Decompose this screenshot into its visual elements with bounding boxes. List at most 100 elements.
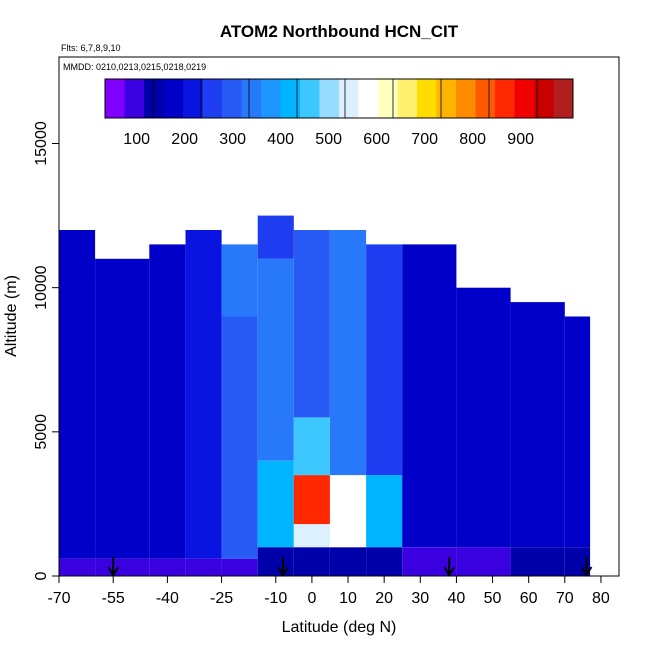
profile-markers — [107, 557, 593, 577]
profile-marker-arrow — [580, 557, 593, 577]
x-tick-label: 80 — [592, 590, 610, 607]
colorbar-swatch — [436, 79, 457, 118]
heatmap-cell-4-1 — [221, 316, 258, 559]
colorbar-swatch — [495, 79, 515, 118]
y-axis: 0 5000 10000 15000 — [33, 57, 60, 580]
x-tick-label: 40 — [448, 590, 466, 607]
x-tick-label: -10 — [264, 590, 287, 607]
colorbar-tick-label: 600 — [363, 131, 390, 148]
x-tick-label: 20 — [375, 590, 393, 607]
colorbar-swatch — [105, 79, 125, 118]
heatmap-cell-7-2 — [330, 403, 367, 476]
colorbar-swatch — [222, 79, 242, 118]
colorbar-swatch — [280, 79, 301, 118]
colorbar-frame — [104, 78, 574, 119]
profile-marker-arrow — [443, 557, 456, 577]
flights-label: Flts: 6,7,8,9,10 — [61, 43, 121, 53]
colorbar-swatch — [534, 79, 554, 118]
heatmap-cell-11-0 — [510, 547, 565, 576]
heatmap-cell-2-0 — [149, 558, 186, 576]
heatmap-cell-7-0 — [330, 547, 367, 576]
x-tick-label: -25 — [210, 590, 233, 607]
colorbar-swatch — [553, 79, 574, 118]
heatmap-cell-5-1 — [257, 460, 294, 548]
x-tick-label: 70 — [556, 590, 574, 607]
colorbar-tick-label: 200 — [171, 131, 198, 148]
heatmap-cell-8-2 — [366, 244, 403, 476]
colorbar-swatch — [241, 79, 262, 118]
profile-marker-arrow — [277, 557, 289, 577]
heatmap-cell-4-0 — [221, 558, 258, 576]
heatmap-cell-7-1 — [330, 475, 367, 548]
x-tick-label: -40 — [156, 590, 179, 607]
colorbar-tick-label: 300 — [219, 131, 246, 148]
x-tick-label: -70 — [47, 590, 70, 607]
x-axis-label: Latitude (deg N) — [282, 619, 397, 636]
colorbar-tick-label: 900 — [507, 131, 534, 148]
heatmap-cell-11-1 — [510, 302, 565, 548]
colorbar-swatch — [417, 79, 437, 118]
colorbar-swatch — [397, 79, 418, 118]
x-tick-label: 0 — [307, 590, 316, 607]
heatmap-cell-7-3 — [330, 230, 367, 403]
heatmap-cell-5-3 — [257, 215, 294, 259]
colorbar-swatch — [456, 79, 476, 118]
colorbar-swatch — [339, 79, 359, 118]
heatmap-cell-6-2 — [293, 475, 330, 525]
chart-title: ATOM2 Northbound HCN_CIT — [220, 22, 459, 41]
colorbar-swatch — [475, 79, 496, 118]
colorbar-tick-label: 400 — [267, 131, 294, 148]
heatmap-cell-2-1 — [149, 244, 186, 559]
heatmap-cell-5-0 — [257, 547, 294, 576]
colorbar-swatch — [319, 79, 340, 118]
colorbar-swatch — [163, 79, 184, 118]
profile-marker-arrow — [107, 557, 120, 577]
colorbar-swatch — [300, 79, 320, 118]
colorbar-swatch — [202, 79, 223, 118]
x-tick-label: 60 — [520, 590, 538, 607]
y-tick-label: 5000 — [33, 414, 50, 450]
heatmap-cell-0-0 — [59, 558, 96, 576]
colorbar-tick-label: 500 — [315, 131, 342, 148]
colorbar: 100 200 300 400 500 600 700 800 900 — [104, 78, 574, 148]
heatmap-cells — [59, 215, 591, 576]
colorbar-swatch — [378, 79, 398, 118]
x-axis: -70 -55 -40 -25 -10 0 10 20 30 40 50 60 70 80 — [47, 575, 619, 607]
y-tick-label: 0 — [33, 571, 50, 580]
heatmap-cell-0-1 — [59, 230, 96, 559]
heatmap-cell-3-1 — [185, 230, 222, 559]
colorbar-tick-label: 700 — [411, 131, 438, 148]
dates-label: MMDD: 0210,0213,0215,0218,0219 — [63, 62, 206, 72]
colorbar-tick-label: 100 — [123, 131, 150, 148]
heatmap-cell-3-0 — [185, 558, 222, 576]
heatmap-cell-4-2 — [221, 244, 258, 317]
heatmap-cell-6-3 — [293, 417, 330, 476]
heatmap-cell-8-1 — [366, 475, 403, 548]
x-tick-label: 10 — [339, 590, 357, 607]
x-tick-label: -55 — [102, 590, 125, 607]
y-tick-label: 15000 — [33, 121, 50, 166]
heatmap-cell-8-0 — [366, 547, 403, 576]
y-tick-label: 10000 — [33, 265, 50, 310]
colorbar-swatch — [261, 79, 281, 118]
y-axis-label: Altitude (m) — [3, 275, 20, 357]
x-tick-label: 50 — [484, 590, 502, 607]
heatmap-cell-12-1 — [564, 316, 591, 548]
colorbar-tick-label: 800 — [459, 131, 486, 148]
heatmap-cell-1-0 — [95, 558, 150, 576]
heatmap-cell-1-1 — [95, 258, 150, 559]
colorbar-swatch — [358, 79, 379, 118]
heatmap-cell-10-1 — [456, 287, 511, 548]
colorbar-swatch — [144, 79, 164, 118]
heatmap-cell-10-0 — [456, 547, 511, 576]
colorbar-swatch — [183, 79, 203, 118]
heatmap-cell-6-1 — [293, 524, 330, 548]
colorbar-swatch — [514, 79, 535, 118]
heatmap-cell-9-1 — [402, 244, 457, 548]
colorbar-swatch — [124, 79, 145, 118]
heatmap-cell-6-0 — [293, 547, 330, 576]
heatmap-cell-6-4 — [293, 230, 330, 418]
heatmap-cell-5-2 — [257, 258, 294, 461]
